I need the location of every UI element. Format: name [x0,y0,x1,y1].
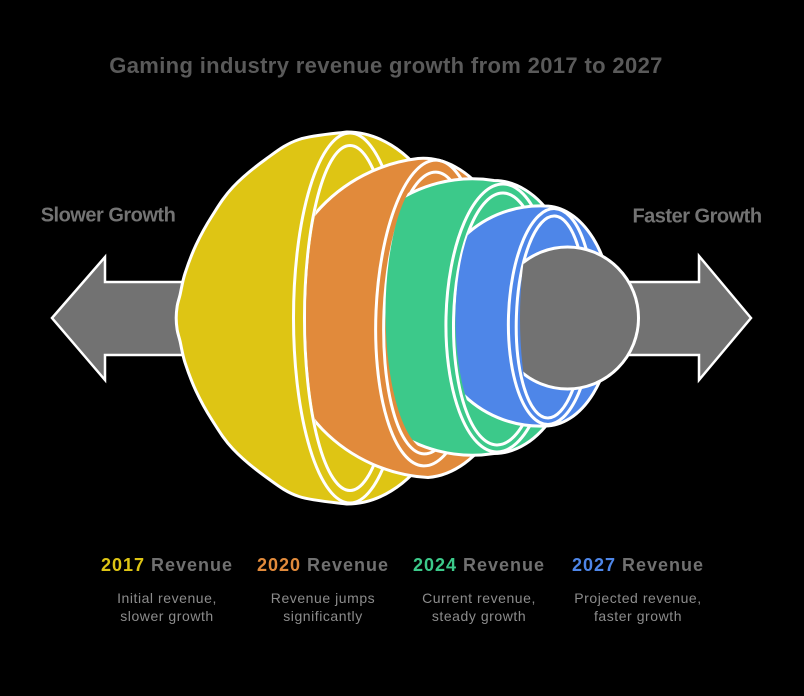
svg-text:slower growth: slower growth [120,608,214,624]
svg-text:2027 Revenue: 2027 Revenue [572,555,704,575]
svg-text:Gaming industry revenue growth: Gaming industry revenue growth from 2017… [109,53,663,78]
svg-text:Projected revenue,: Projected revenue, [574,590,701,606]
svg-text:2017 Revenue: 2017 Revenue [101,555,233,575]
svg-text:Current revenue,: Current revenue, [422,590,536,606]
svg-text:significantly: significantly [283,608,363,624]
svg-text:2024 Revenue: 2024 Revenue [413,555,545,575]
svg-text:Revenue jumps: Revenue jumps [271,590,375,606]
svg-text:2020 Revenue: 2020 Revenue [257,555,389,575]
svg-text:Slower Growth: Slower Growth [41,205,176,227]
svg-text:steady growth: steady growth [432,608,526,624]
svg-text:Initial revenue,: Initial revenue, [117,590,217,606]
svg-text:Faster Growth: Faster Growth [632,206,761,228]
svg-text:faster growth: faster growth [594,608,682,624]
